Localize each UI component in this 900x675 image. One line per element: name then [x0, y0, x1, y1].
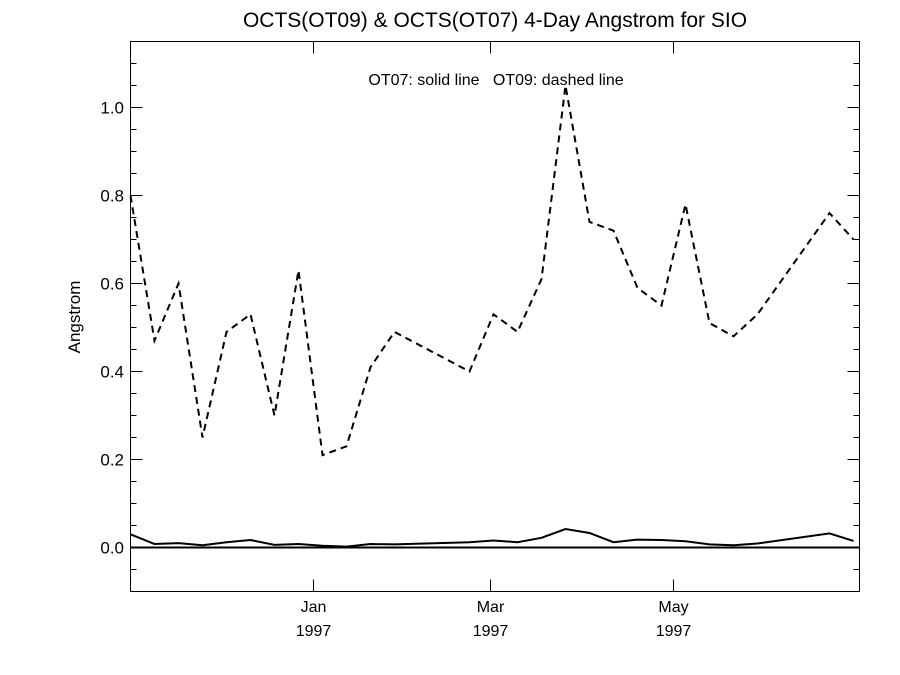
y-tick-label: 0.4	[100, 363, 124, 382]
series-line-ot09	[129, 85, 855, 457]
x-tick-label-month: Jan	[301, 599, 327, 616]
x-tick-label-month: May	[658, 599, 688, 616]
y-tick-label: 1.0	[100, 99, 124, 118]
x-tick-label-year: 1997	[656, 623, 692, 640]
x-tick-label-year: 1997	[473, 623, 509, 640]
y-tick-label: 0.0	[100, 539, 124, 558]
series-legend-annotation: OT07: solid line OT09: dashed line	[368, 72, 623, 89]
y-tick-label: 0.6	[100, 275, 124, 294]
y-tick-label: 0.2	[100, 451, 124, 470]
y-axis-label: Angstrom	[65, 281, 84, 354]
plot-frame	[130, 41, 860, 592]
x-tick-label-year: 1997	[296, 623, 332, 640]
series-line-ot07	[130, 527, 854, 548]
chart-title: OCTS(OT09) & OCTS(OT07) 4-Day Angstrom f…	[243, 9, 747, 32]
x-tick-label-month: Mar	[477, 599, 505, 616]
y-tick-label: 0.8	[100, 187, 124, 206]
